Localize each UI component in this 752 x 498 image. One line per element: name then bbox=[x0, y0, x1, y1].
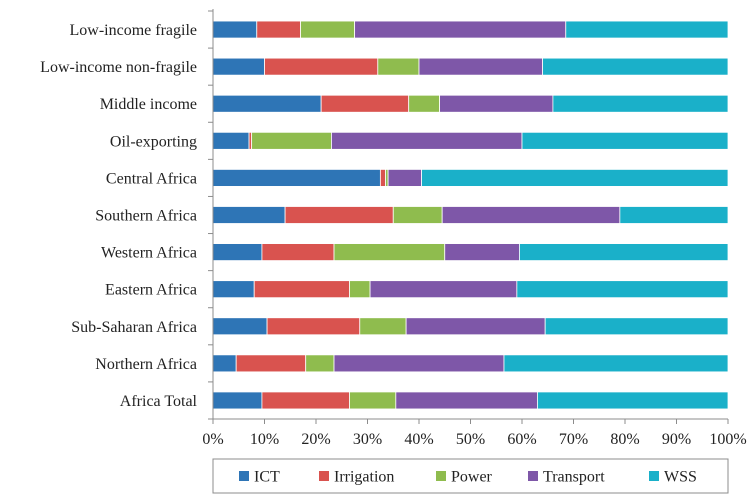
category-label: Western Africa bbox=[101, 245, 197, 262]
x-tick-label: 20% bbox=[301, 431, 330, 448]
x-tick-label: 60% bbox=[507, 431, 536, 448]
bar-power-northern-africa bbox=[305, 354, 335, 373]
bar-wss-central-africa bbox=[421, 169, 729, 187]
bar-ict-southern-africa bbox=[212, 206, 286, 224]
bar-transport-low-income-non-fragile bbox=[418, 57, 543, 76]
x-tick-label: 80% bbox=[610, 431, 639, 448]
bar-irrigation-southern-africa bbox=[284, 206, 394, 224]
bar-irrigation-low-income-fragile bbox=[256, 20, 301, 39]
bar-transport-eastern-africa bbox=[369, 280, 518, 299]
legend-label-power: Power bbox=[451, 469, 493, 486]
bar-ict-middle-income bbox=[212, 94, 322, 113]
category-labels: Low-income fragile Low-income non-fragile… bbox=[40, 22, 197, 410]
legend-swatch-irrigation bbox=[319, 471, 329, 481]
bar-power-oil-exporting bbox=[251, 131, 332, 150]
x-tick-label: 40% bbox=[404, 431, 433, 448]
bar-power-sub-saharan-africa bbox=[359, 317, 407, 336]
x-tick-label: 90% bbox=[662, 431, 691, 448]
category-label: Low-income non-fragile bbox=[40, 59, 197, 76]
x-tick-label: 50% bbox=[456, 431, 485, 448]
bar-transport-low-income-fragile bbox=[354, 20, 567, 39]
legend-label-transport: Transport bbox=[543, 469, 605, 486]
bar-transport-southern-africa bbox=[441, 206, 621, 224]
bar-wss-low-income-non-fragile bbox=[542, 57, 729, 76]
bar-irrigation-eastern-africa bbox=[253, 280, 350, 299]
bar-power-low-income-fragile bbox=[300, 20, 356, 39]
category-label: Northern Africa bbox=[95, 356, 197, 373]
category-label: Africa Total bbox=[120, 393, 198, 410]
bar-power-western-africa bbox=[333, 243, 446, 261]
bar-ict-central-africa bbox=[212, 169, 381, 187]
legend-swatch-transport bbox=[528, 471, 538, 481]
legend-label-ict: ICT bbox=[254, 469, 280, 486]
bar-transport-sub-saharan-africa bbox=[405, 317, 546, 336]
bar-ict-western-africa bbox=[212, 243, 263, 261]
bar-ict-oil-exporting bbox=[212, 131, 250, 150]
category-label: Central Africa bbox=[106, 170, 197, 187]
legend-swatch-power bbox=[436, 471, 446, 481]
bar-wss-low-income-fragile bbox=[565, 20, 729, 39]
x-tick-label: 100% bbox=[709, 431, 746, 448]
bar-irrigation-middle-income bbox=[320, 94, 410, 113]
bar-wss-northern-africa bbox=[503, 354, 729, 373]
bar-ict-low-income-fragile bbox=[212, 20, 258, 39]
legend-label-wss: WSS bbox=[664, 469, 697, 486]
category-label: Southern Africa bbox=[95, 208, 197, 225]
bar-transport-central-africa bbox=[387, 169, 422, 187]
bar-wss-eastern-africa bbox=[516, 280, 729, 299]
legend-swatch-ict bbox=[239, 471, 249, 481]
axis-layer bbox=[208, 9, 729, 424]
x-tick-label: 70% bbox=[559, 431, 588, 448]
bar-transport-africa-total bbox=[395, 391, 538, 410]
bar-power-eastern-africa bbox=[349, 280, 371, 299]
bar-wss-southern-africa bbox=[619, 206, 729, 224]
category-label: Low-income fragile bbox=[70, 22, 198, 39]
x-tick-label: 10% bbox=[250, 431, 279, 448]
category-label: Oil-exporting bbox=[110, 133, 197, 150]
bar-irrigation-western-africa bbox=[261, 243, 335, 261]
bar-ict-eastern-africa bbox=[212, 280, 255, 299]
bar-irrigation-northern-africa bbox=[235, 354, 307, 373]
bar-wss-western-africa bbox=[519, 243, 729, 261]
category-label: Sub-Saharan Africa bbox=[71, 319, 197, 336]
bar-power-low-income-non-fragile bbox=[377, 57, 420, 76]
bars-layer bbox=[212, 20, 729, 410]
bar-transport-middle-income bbox=[439, 94, 554, 113]
bar-irrigation-africa-total bbox=[261, 391, 350, 410]
category-label: Middle income bbox=[100, 96, 197, 113]
bar-ict-northern-africa bbox=[212, 354, 237, 373]
bar-ict-low-income-non-fragile bbox=[212, 57, 265, 76]
legend-label-irrigation: Irrigation bbox=[334, 469, 394, 486]
x-tick-labels: 0% 10% 20% 30% 40% 50% 60% 70% 80% 90% 100% bbox=[202, 431, 746, 448]
bar-wss-oil-exporting bbox=[521, 131, 729, 150]
bar-ict-africa-total bbox=[212, 391, 263, 410]
bar-wss-sub-saharan-africa bbox=[544, 317, 729, 336]
category-label: Eastern Africa bbox=[105, 282, 197, 299]
bar-transport-northern-africa bbox=[333, 354, 505, 373]
bar-transport-oil-exporting bbox=[331, 131, 523, 150]
legend: ICT Irrigation Power Transport WSS bbox=[212, 458, 729, 494]
x-tick-label: 30% bbox=[353, 431, 382, 448]
bar-wss-africa-total bbox=[537, 391, 729, 410]
legend-box bbox=[212, 458, 729, 494]
bar-power-middle-income bbox=[408, 94, 441, 113]
bar-irrigation-sub-saharan-africa bbox=[266, 317, 361, 336]
bar-power-southern-africa bbox=[392, 206, 443, 224]
bar-power-africa-total bbox=[349, 391, 397, 410]
bar-irrigation-central-africa bbox=[379, 169, 386, 187]
bar-wss-middle-income bbox=[552, 94, 729, 113]
x-tick-label: 0% bbox=[202, 431, 223, 448]
bar-ict-sub-saharan-africa bbox=[212, 317, 268, 336]
bar-transport-western-africa bbox=[444, 243, 520, 261]
legend-swatch-wss bbox=[649, 471, 659, 481]
bar-irrigation-low-income-non-fragile bbox=[264, 57, 379, 76]
